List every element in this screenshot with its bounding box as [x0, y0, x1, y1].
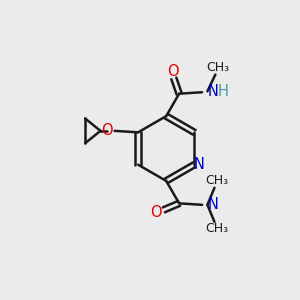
- Text: CH₃: CH₃: [205, 223, 228, 236]
- Text: N: N: [194, 157, 205, 172]
- Text: CH₃: CH₃: [206, 61, 229, 74]
- Text: O: O: [167, 64, 178, 79]
- Text: N: N: [207, 197, 218, 212]
- Text: CH₃: CH₃: [205, 174, 228, 187]
- Text: N: N: [207, 84, 218, 99]
- Text: H: H: [218, 84, 228, 99]
- Text: O: O: [101, 123, 113, 138]
- Text: O: O: [150, 205, 162, 220]
